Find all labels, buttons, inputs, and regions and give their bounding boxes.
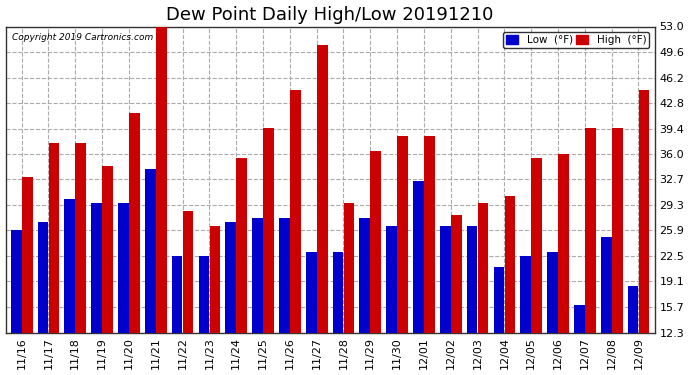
- Bar: [237, 158, 247, 375]
- Bar: [183, 211, 193, 375]
- Bar: [102, 166, 113, 375]
- Bar: [547, 252, 558, 375]
- Bar: [37, 222, 48, 375]
- Bar: [451, 214, 462, 375]
- Bar: [172, 256, 182, 375]
- Bar: [129, 113, 140, 375]
- Bar: [585, 128, 595, 375]
- Bar: [11, 230, 21, 375]
- Bar: [290, 90, 301, 375]
- Bar: [263, 128, 274, 375]
- Bar: [639, 90, 649, 375]
- Bar: [156, 23, 166, 375]
- Bar: [226, 222, 236, 375]
- Bar: [317, 45, 328, 375]
- Bar: [64, 200, 75, 375]
- Bar: [306, 252, 317, 375]
- Bar: [493, 267, 504, 375]
- Bar: [424, 135, 435, 375]
- Bar: [91, 203, 102, 375]
- Bar: [466, 226, 477, 375]
- Bar: [386, 226, 397, 375]
- Bar: [145, 170, 156, 375]
- Bar: [22, 177, 32, 375]
- Bar: [333, 252, 344, 375]
- Bar: [75, 143, 86, 375]
- Bar: [558, 154, 569, 375]
- Bar: [344, 203, 355, 375]
- Bar: [252, 218, 263, 375]
- Bar: [601, 237, 611, 375]
- Bar: [531, 158, 542, 375]
- Title: Dew Point Daily High/Low 20191210: Dew Point Daily High/Low 20191210: [166, 6, 494, 24]
- Bar: [520, 256, 531, 375]
- Bar: [199, 256, 209, 375]
- Text: Copyright 2019 Cartronics.com: Copyright 2019 Cartronics.com: [12, 33, 153, 42]
- Bar: [612, 128, 622, 375]
- Bar: [397, 135, 408, 375]
- Bar: [440, 226, 451, 375]
- Bar: [359, 218, 370, 375]
- Bar: [48, 143, 59, 375]
- Bar: [371, 151, 381, 375]
- Legend: Low  (°F), High  (°F): Low (°F), High (°F): [502, 32, 649, 48]
- Bar: [210, 226, 220, 375]
- Bar: [413, 181, 424, 375]
- Bar: [118, 203, 129, 375]
- Bar: [574, 305, 584, 375]
- Bar: [504, 196, 515, 375]
- Bar: [279, 218, 290, 375]
- Bar: [477, 203, 489, 375]
- Bar: [628, 286, 638, 375]
